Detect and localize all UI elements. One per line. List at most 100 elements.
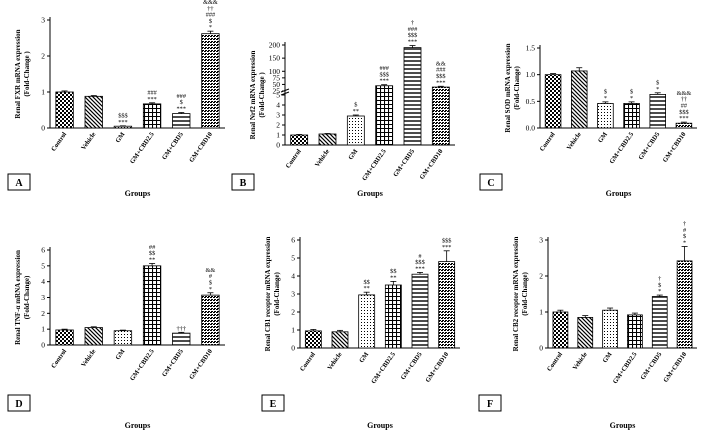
bar <box>304 330 322 349</box>
y-tick-label: 1.0 <box>526 70 536 79</box>
y-tick-label: 75 <box>273 73 281 82</box>
x-tick-label: GM+CBD2.5 <box>370 351 397 386</box>
significance-label: &&& <box>677 90 692 97</box>
y-axis-label: Renal FXR mRNA expression <box>14 29 22 118</box>
x-tick-label: Vehicle <box>572 351 589 371</box>
significance-label: ††† <box>177 325 186 332</box>
x-tick-label: GM+CBD10 <box>424 351 450 384</box>
bar <box>627 314 643 349</box>
significance-label: †† <box>681 96 687 103</box>
significance-label: $ <box>656 80 659 87</box>
bar <box>201 33 220 129</box>
significance-label: *** <box>147 96 156 103</box>
significance-label: $ <box>354 102 357 109</box>
bar <box>375 85 394 146</box>
panel-label-box <box>261 394 285 412</box>
bar <box>649 94 667 129</box>
x-tick-label: Vehicle <box>566 131 583 151</box>
significance-label: ** <box>353 108 359 115</box>
bar <box>403 47 422 146</box>
y-axis-label: (Fold-Change ) <box>23 51 31 97</box>
significance-label: ### <box>177 93 187 100</box>
panel-label: B <box>240 178 247 189</box>
y-tick-label: 5 <box>41 261 45 270</box>
x-axis-label: Groups <box>367 421 393 430</box>
bar <box>651 296 668 349</box>
y-tick-label: 0 <box>276 141 280 150</box>
panel-label-box <box>231 173 255 191</box>
x-tick-label: Control <box>285 148 303 170</box>
significance-label: *** <box>442 244 451 251</box>
bar <box>290 134 309 146</box>
significance-label: * <box>683 239 686 246</box>
y-axis-label: (Fold-Change) <box>273 272 281 316</box>
significance-label: $ <box>604 89 607 96</box>
bar <box>172 113 191 129</box>
bar <box>142 265 162 346</box>
significance-label: † <box>658 275 661 282</box>
x-tick-label: GM+CBD10 <box>188 348 214 381</box>
y-tick-label: 200 <box>269 41 281 50</box>
y-tick-label: 0 <box>291 344 295 353</box>
x-tick-label: GM+CBD5 <box>161 348 185 379</box>
y-tick-label: 2 <box>539 272 543 281</box>
y-tick-label: 3 <box>539 236 543 245</box>
significance-label: $$$ <box>679 109 688 116</box>
x-tick-label: GM+CBD10 <box>662 351 688 384</box>
y-tick-label: 50 <box>273 80 281 89</box>
panel-label-box <box>7 173 31 191</box>
panel-label: C <box>487 178 494 189</box>
x-tick-label: Vehicle <box>326 351 343 371</box>
x-tick-label: Control <box>546 351 564 373</box>
x-tick-label: Vehicle <box>314 148 331 168</box>
y-axis-label: Renal Nrf2 mRNA expression <box>249 51 257 140</box>
significance-label: ### <box>379 65 389 72</box>
y-tick-label: 6 <box>291 236 295 245</box>
panel-label: A <box>15 178 23 189</box>
y-tick-label: 3 <box>41 16 45 25</box>
x-tick-label: Control <box>50 131 68 153</box>
significance-label: # <box>683 227 687 234</box>
significance-label: ** <box>149 256 155 263</box>
y-tick-label: 5 <box>291 254 295 263</box>
bar <box>84 95 103 129</box>
x-tick-label: Vehicle <box>80 348 97 368</box>
bar <box>411 273 429 349</box>
x-tick-label: GM+CBD5 <box>161 131 185 162</box>
bar <box>172 332 191 346</box>
significance-label: *** <box>408 39 417 46</box>
significance-label: ## <box>681 103 688 110</box>
bar <box>318 133 337 146</box>
significance-label: *** <box>436 79 445 86</box>
significance-label: ** <box>390 274 396 281</box>
x-tick-label: GM <box>358 351 370 364</box>
significance-label: $ <box>658 282 661 289</box>
x-tick-label: GM <box>114 348 126 361</box>
bar <box>113 125 133 129</box>
significance-label: *** <box>118 119 127 126</box>
significance-label: ### <box>408 26 418 33</box>
significance-label: $$$ <box>415 259 424 266</box>
y-tick-label: 1 <box>539 308 543 317</box>
significance-label: $$$ <box>442 238 451 245</box>
y-axis-label: (Fold-Change) <box>513 66 521 110</box>
panel-label: E <box>270 399 277 410</box>
y-axis-label: (Fold-Change) <box>23 275 31 319</box>
panel-F: 0 1 2 3 Renal CB2 receptor mRNA expression (F… <box>478 221 697 430</box>
x-tick-label: GM <box>602 351 614 364</box>
bar <box>623 103 640 129</box>
y-tick-label: 3 <box>276 111 280 120</box>
bar <box>597 103 614 129</box>
panel-D: 0 1 2 3 4 5 6 Renal TNF-α mRNA expression (Fold-… <box>7 244 225 430</box>
bar <box>438 261 456 349</box>
x-tick-label: GM+CBD2.5 <box>361 148 388 183</box>
y-tick-label: 3 <box>41 293 45 302</box>
y-tick-label: 100 <box>269 67 281 76</box>
bar <box>675 122 693 129</box>
y-tick-label: 3 <box>291 290 295 299</box>
y-axis-label: Renal TNF-α mRNA expression <box>14 250 22 345</box>
significance-label: ### <box>147 90 157 97</box>
